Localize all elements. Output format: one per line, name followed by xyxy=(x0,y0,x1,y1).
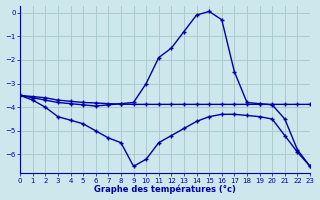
X-axis label: Graphe des températures (°c): Graphe des températures (°c) xyxy=(94,185,236,194)
